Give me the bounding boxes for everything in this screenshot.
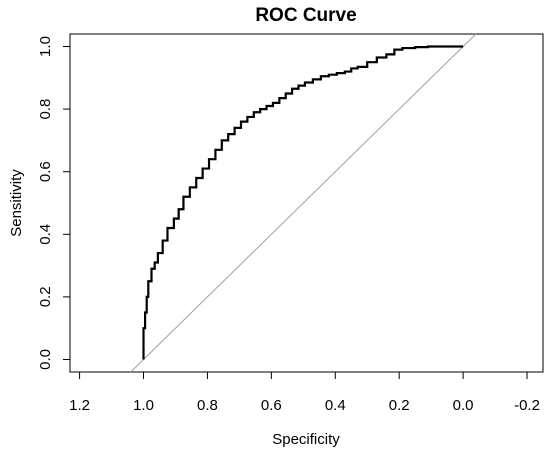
- roc-curve-line: [142, 45, 464, 360]
- x-tick-label: 0.6: [261, 397, 282, 414]
- plot-frame: [69, 33, 544, 373]
- y-tick-label: 0.0: [37, 349, 54, 370]
- x-tick-label: 0.2: [389, 397, 410, 414]
- x-tick-label: 0.4: [325, 397, 346, 414]
- y-tick-label: 0.8: [37, 99, 54, 120]
- x-tick-label: 0.0: [453, 397, 474, 414]
- x-axis-label: Specificity: [272, 431, 340, 448]
- y-axis-label: Sensitivity: [8, 169, 25, 237]
- x-tick-label: -0.2: [514, 397, 540, 414]
- x-tick-label: 1.0: [133, 397, 154, 414]
- reference-diagonal-line: [130, 33, 477, 373]
- chart-title: ROC Curve: [255, 5, 356, 26]
- y-tick-label: 1.0: [37, 36, 54, 57]
- x-axis-ticks: 1.2 1.0 0.8 0.6 0.4 0.2 0.0 -0.2: [69, 372, 540, 414]
- x-tick-label: 1.2: [69, 397, 90, 414]
- y-tick-label: 0.4: [37, 224, 54, 245]
- y-tick-label: 0.2: [37, 286, 54, 307]
- y-axis-ticks: 0.0 0.2 0.4 0.6 0.8 1.0: [37, 36, 70, 370]
- y-tick-label: 0.6: [37, 161, 54, 182]
- x-tick-label: 0.8: [197, 397, 218, 414]
